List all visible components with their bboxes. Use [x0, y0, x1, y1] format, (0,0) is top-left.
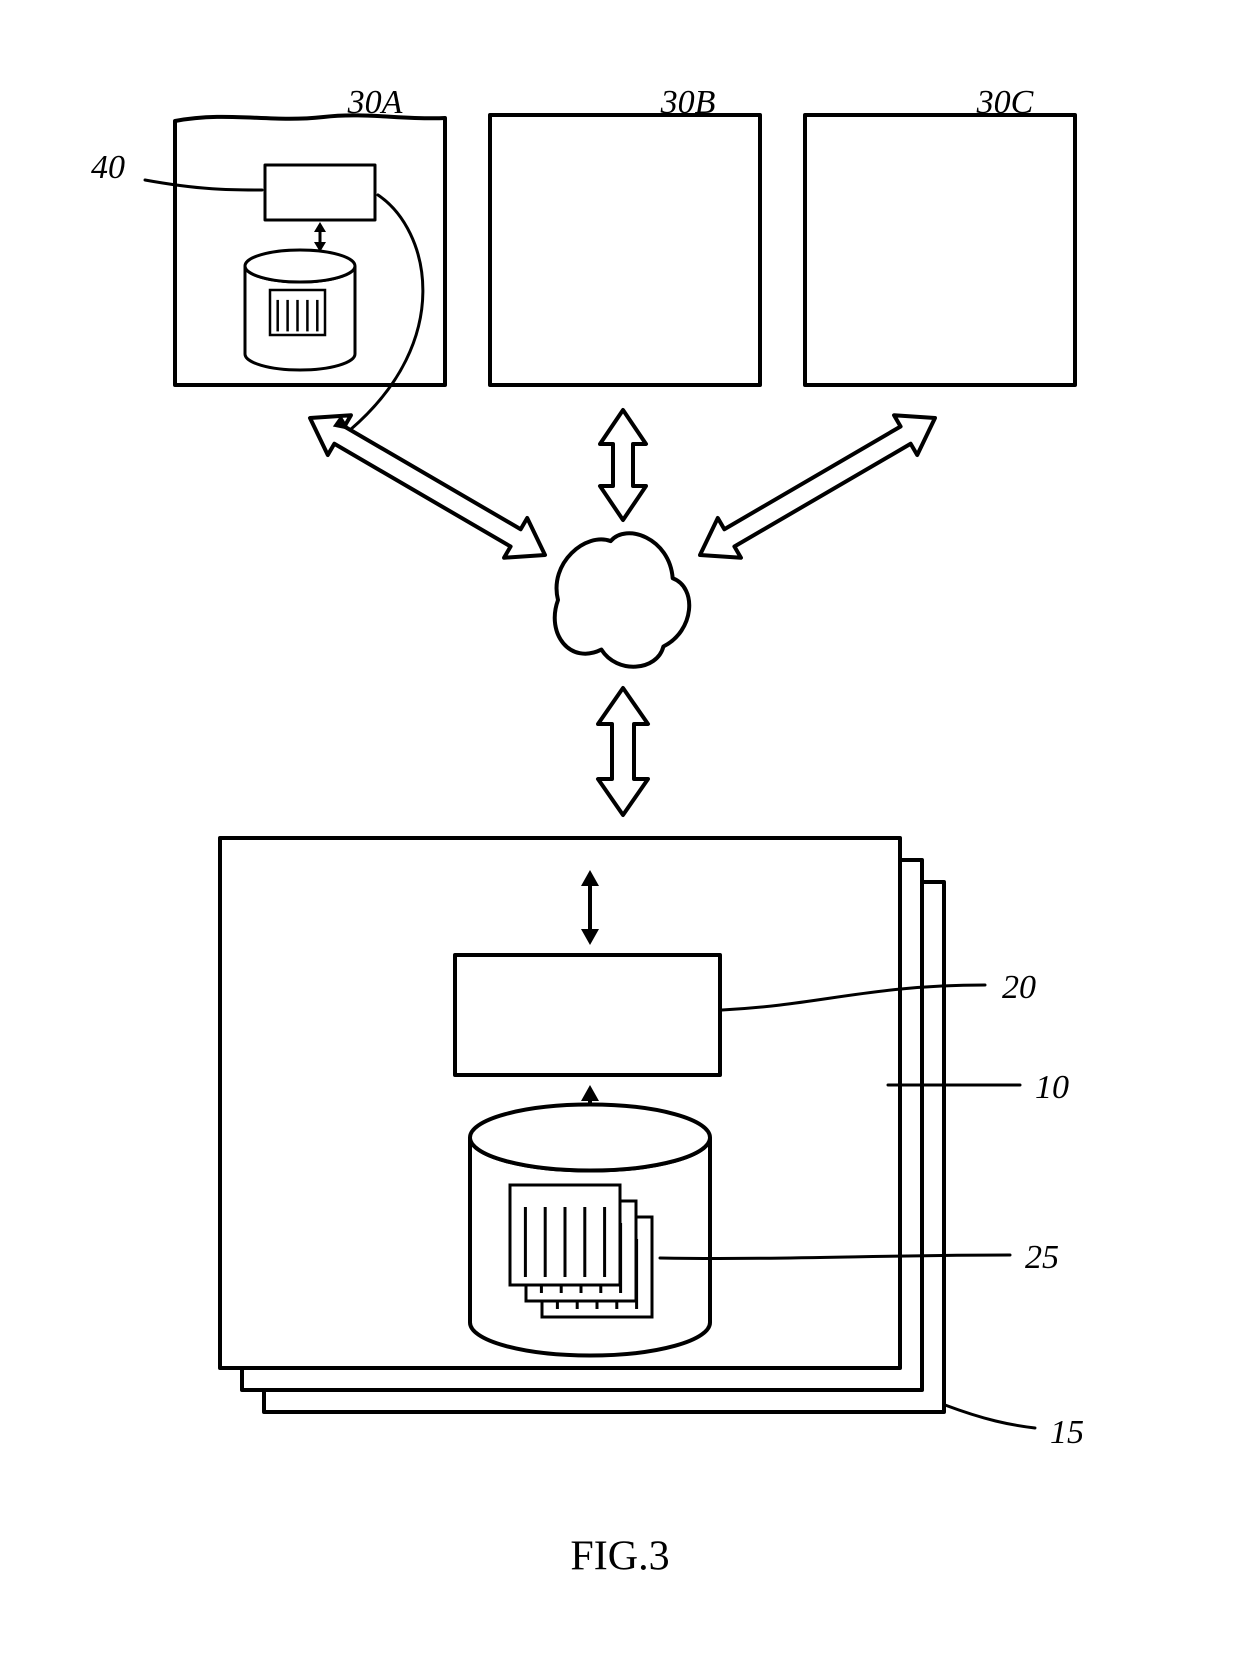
label-figure: FIG.3 [570, 1534, 669, 1580]
box-30B [490, 115, 760, 385]
label-ref25: 25 [1025, 1239, 1059, 1276]
label-ref15: 15 [1050, 1414, 1084, 1451]
label-ref20: 20 [1002, 969, 1036, 1006]
arrow-cloud-server [598, 688, 648, 815]
module-40-rect [265, 165, 375, 220]
arrow-30C-cloud [688, 398, 946, 575]
label-ref10: 10 [1035, 1069, 1069, 1106]
label-ref40: 40 [91, 149, 125, 186]
module-20-rect [455, 955, 720, 1075]
label-ref30A: 30A [347, 84, 403, 121]
arrow-30B-cloud [600, 410, 646, 520]
label-ref30B: 30B [660, 84, 716, 121]
box-30C [805, 115, 1075, 385]
label-ref30C: 30C [976, 84, 1034, 121]
